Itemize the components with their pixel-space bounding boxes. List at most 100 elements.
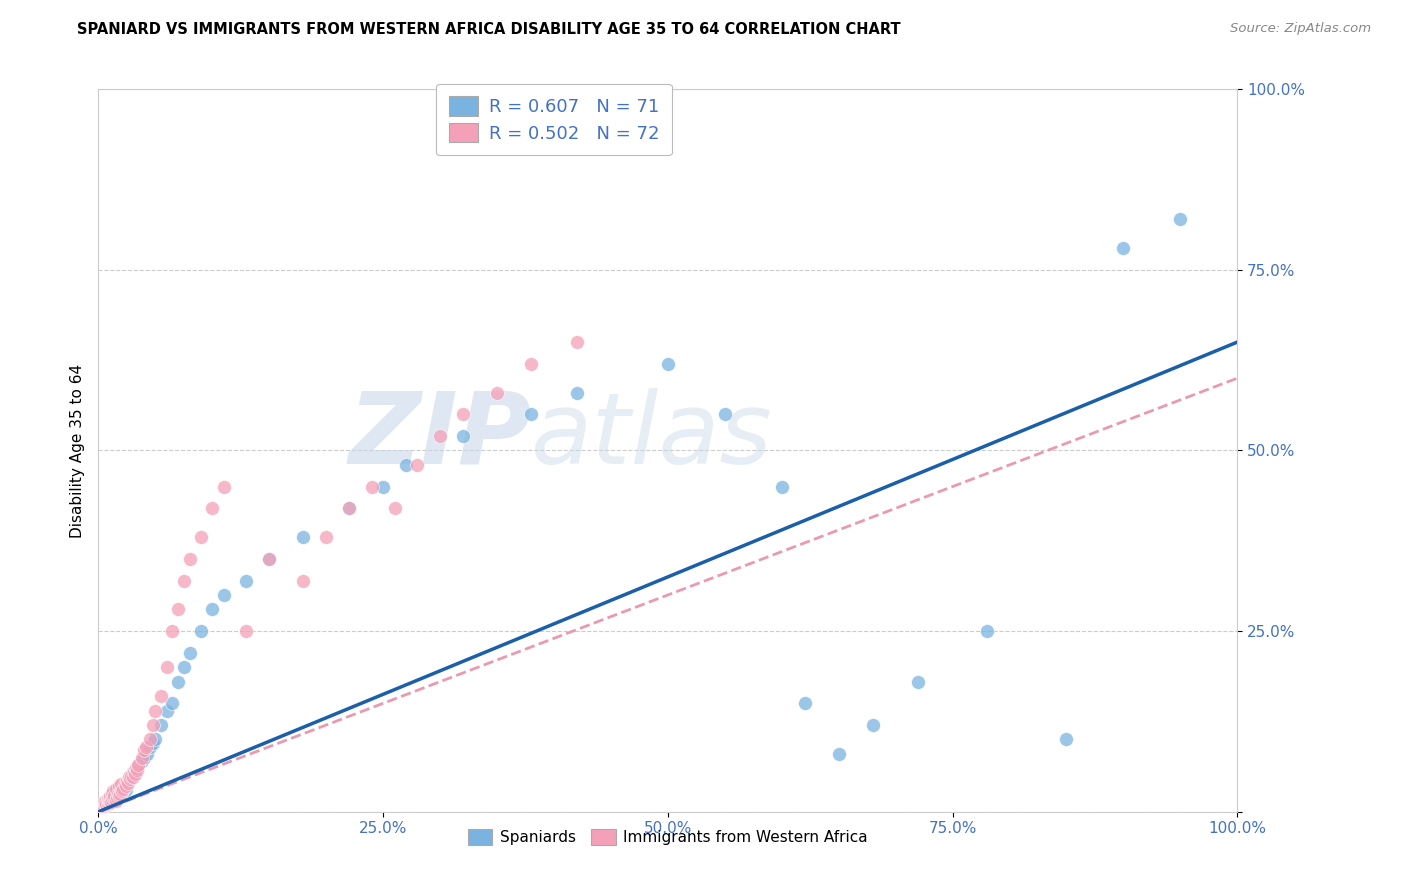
Point: [108, 789, 131, 803]
Point: [94, 798, 117, 813]
Point: [94, 796, 117, 810]
Point: [127, 757, 149, 772]
Point: [93, 799, 115, 814]
Point: [131, 754, 153, 768]
Point: [103, 790, 125, 805]
Point: [142, 718, 165, 732]
Point: [98, 794, 121, 808]
Point: [384, 501, 406, 516]
Point: [259, 551, 281, 566]
Point: [770, 480, 793, 494]
Point: [96, 797, 118, 812]
Point: [112, 781, 135, 796]
Point: [179, 646, 201, 660]
Point: [108, 780, 131, 794]
Point: [259, 551, 281, 566]
Point: [179, 551, 201, 566]
Point: [98, 789, 121, 803]
Point: [127, 761, 149, 775]
Point: [131, 750, 153, 764]
Point: [976, 624, 998, 639]
Point: [96, 797, 118, 812]
Point: [114, 783, 136, 797]
Point: [451, 429, 474, 443]
Point: [93, 799, 115, 814]
Point: [114, 777, 136, 791]
Point: [91, 799, 114, 814]
Point: [93, 795, 115, 809]
Point: [93, 796, 115, 810]
Point: [110, 777, 132, 791]
Point: [235, 574, 257, 588]
Point: [97, 796, 120, 810]
Point: [103, 787, 125, 801]
Point: [360, 480, 382, 494]
Point: [104, 784, 127, 798]
Point: [657, 357, 679, 371]
Point: [201, 501, 224, 516]
Point: [121, 770, 143, 784]
Point: [101, 787, 124, 801]
Point: [127, 757, 149, 772]
Point: [103, 789, 125, 803]
Point: [337, 501, 360, 516]
Point: [190, 624, 212, 639]
Point: [142, 736, 165, 750]
Point: [120, 769, 142, 783]
Point: [108, 787, 131, 801]
Point: [173, 660, 195, 674]
Point: [101, 791, 124, 805]
Point: [167, 674, 190, 689]
Point: [292, 574, 315, 588]
Point: [111, 784, 134, 798]
Point: [115, 774, 138, 789]
Point: [162, 696, 184, 710]
Point: [90, 801, 112, 815]
Point: [406, 458, 429, 472]
Point: [98, 790, 121, 805]
Point: [395, 458, 418, 472]
Text: SPANIARD VS IMMIGRANTS FROM WESTERN AFRICA DISABILITY AGE 35 TO 64 CORRELATION C: SPANIARD VS IMMIGRANTS FROM WESTERN AFRI…: [77, 22, 901, 37]
Point: [337, 501, 360, 516]
Point: [212, 588, 235, 602]
Point: [90, 800, 112, 814]
Point: [107, 787, 129, 801]
Point: [110, 783, 132, 797]
Point: [907, 674, 929, 689]
Point: [117, 774, 139, 789]
Point: [100, 794, 122, 808]
Point: [429, 429, 451, 443]
Point: [101, 791, 124, 805]
Point: [235, 624, 257, 639]
Legend: Spaniards, Immigrants from Western Africa: Spaniards, Immigrants from Western Afric…: [458, 820, 877, 855]
Point: [156, 704, 179, 718]
Point: [212, 480, 235, 494]
Point: [94, 798, 117, 813]
Point: [150, 718, 173, 732]
Point: [90, 800, 112, 814]
Y-axis label: Disability Age 35 to 64: Disability Age 35 to 64: [69, 363, 84, 538]
Point: [97, 793, 120, 807]
Point: [1112, 241, 1135, 255]
Point: [132, 750, 155, 764]
Point: [103, 790, 125, 805]
Point: [173, 574, 195, 588]
Point: [862, 718, 884, 732]
Point: [315, 530, 337, 544]
Point: [110, 783, 132, 797]
Point: [97, 796, 120, 810]
Point: [96, 791, 118, 805]
Point: [103, 789, 125, 803]
Text: Source: ZipAtlas.com: Source: ZipAtlas.com: [1230, 22, 1371, 36]
Point: [118, 770, 141, 784]
Point: [115, 776, 138, 790]
Point: [714, 407, 737, 421]
Point: [127, 763, 149, 777]
Point: [793, 696, 815, 710]
Point: [104, 791, 127, 805]
Point: [120, 772, 142, 787]
Point: [105, 790, 128, 805]
Text: ZIP: ZIP: [349, 387, 531, 484]
Point: [108, 787, 131, 801]
Point: [122, 764, 145, 779]
